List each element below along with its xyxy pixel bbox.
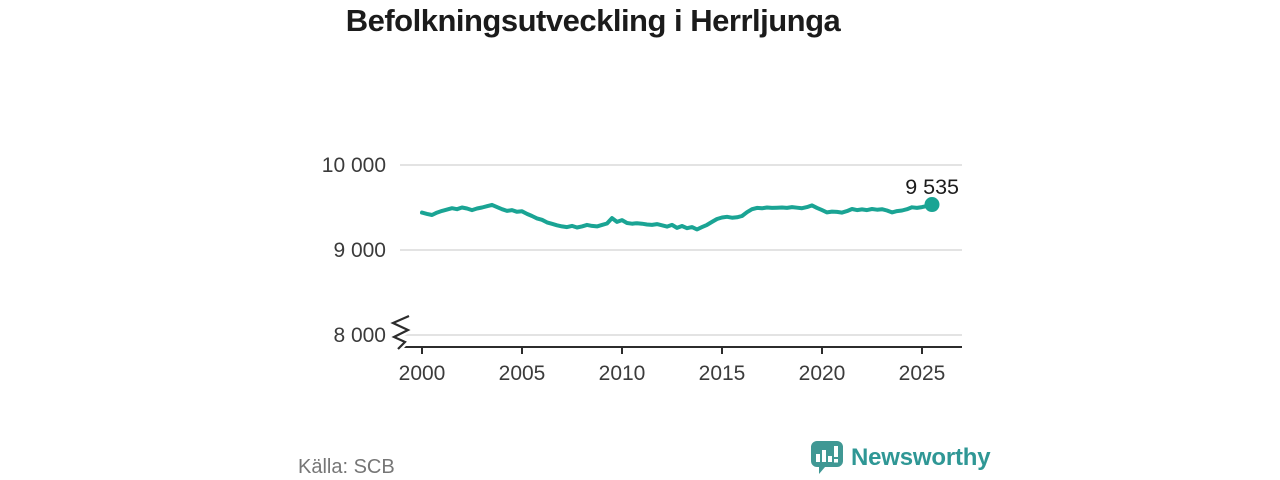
newsworthy-logo-text: Newsworthy xyxy=(851,444,991,471)
bar-chart-bar-2 xyxy=(822,450,826,462)
latest-value-label: 9 535 xyxy=(905,175,959,199)
source-label: Källa: SCB xyxy=(298,456,395,478)
bar-chart-bar-3 xyxy=(828,456,832,462)
newsworthy-logo: Newsworthy xyxy=(811,441,991,475)
population-line xyxy=(420,202,934,232)
y-axis-tick-label: 10 000 xyxy=(322,154,386,177)
x-axis-tick-label: 2000 xyxy=(399,362,446,385)
x-axis-tick-label: 2020 xyxy=(799,362,846,385)
x-axis-tick-label: 2015 xyxy=(699,362,746,385)
bar-chart-bar-1 xyxy=(816,454,820,462)
y-axis-tick-label: 9 000 xyxy=(333,239,386,262)
x-axis-tick-label: 2025 xyxy=(899,362,946,385)
latest-value-dot xyxy=(924,197,940,213)
exclamation-bar xyxy=(834,446,838,457)
x-axis-tick-label: 2005 xyxy=(499,362,546,385)
axis-break-symbol xyxy=(390,314,411,350)
exclamation-dot xyxy=(834,459,838,463)
newsworthy-logo-icon xyxy=(811,441,843,474)
y-axis-tick-label: 8 000 xyxy=(333,324,386,347)
speech-bubble-shape xyxy=(811,441,843,474)
chart-title: Befolkningsutveckling i Herrljunga xyxy=(345,3,841,38)
x-axis-tick-label: 2010 xyxy=(599,362,646,385)
